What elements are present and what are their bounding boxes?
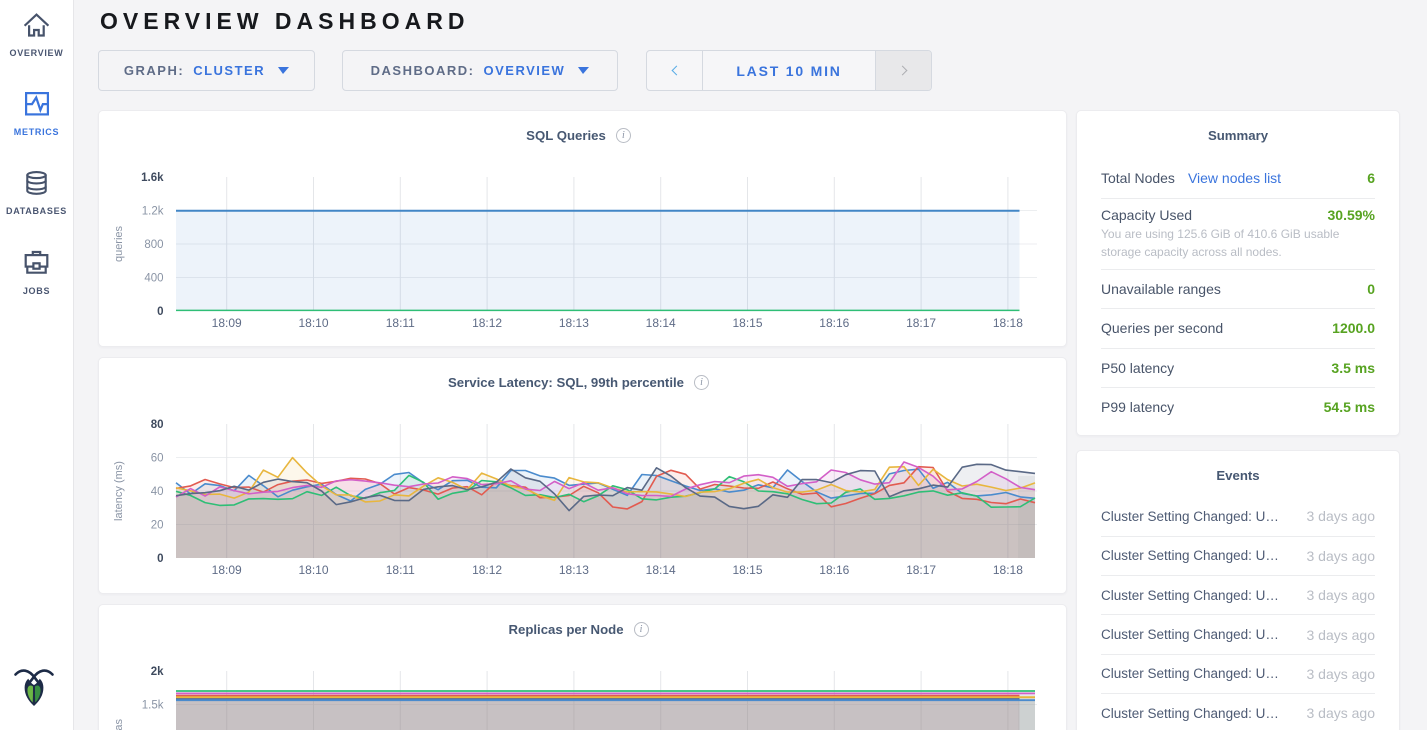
svg-text:18:12: 18:12 xyxy=(472,316,502,330)
svg-text:18:09: 18:09 xyxy=(212,563,242,577)
svg-text:18:16: 18:16 xyxy=(819,316,849,330)
svg-text:18:13: 18:13 xyxy=(559,563,589,577)
svg-text:800: 800 xyxy=(144,239,163,251)
svg-text:18:16: 18:16 xyxy=(819,563,849,577)
svg-text:18:13: 18:13 xyxy=(559,316,589,330)
svg-text:1.2k: 1.2k xyxy=(142,206,164,218)
svg-text:18:11: 18:11 xyxy=(386,563,415,577)
svg-text:18:17: 18:17 xyxy=(906,563,936,577)
svg-text:18:14: 18:14 xyxy=(646,563,676,577)
svg-text:18:14: 18:14 xyxy=(646,316,676,330)
svg-text:queries: queries xyxy=(113,225,125,262)
svg-text:18:15: 18:15 xyxy=(732,316,762,330)
svg-text:80: 80 xyxy=(151,419,164,431)
svg-text:replicas: replicas xyxy=(113,719,125,730)
svg-text:18:17: 18:17 xyxy=(906,316,936,330)
svg-text:18:12: 18:12 xyxy=(472,563,502,577)
svg-text:18:09: 18:09 xyxy=(212,316,242,330)
svg-text:1.5k: 1.5k xyxy=(142,700,164,712)
svg-text:0: 0 xyxy=(157,553,163,565)
svg-text:20: 20 xyxy=(151,520,164,532)
svg-text:18:11: 18:11 xyxy=(386,316,415,330)
svg-text:18:18: 18:18 xyxy=(993,316,1023,330)
svg-text:0: 0 xyxy=(157,306,163,318)
svg-text:18:10: 18:10 xyxy=(298,563,328,577)
svg-text:400: 400 xyxy=(144,273,163,285)
svg-text:latency (ms): latency (ms) xyxy=(113,461,125,521)
svg-text:1.6k: 1.6k xyxy=(141,172,164,184)
svg-text:18:18: 18:18 xyxy=(993,563,1023,577)
svg-text:18:15: 18:15 xyxy=(732,563,762,577)
svg-text:40: 40 xyxy=(151,486,164,498)
svg-text:18:10: 18:10 xyxy=(298,316,328,330)
svg-text:2k: 2k xyxy=(151,666,164,678)
svg-text:60: 60 xyxy=(151,453,164,465)
